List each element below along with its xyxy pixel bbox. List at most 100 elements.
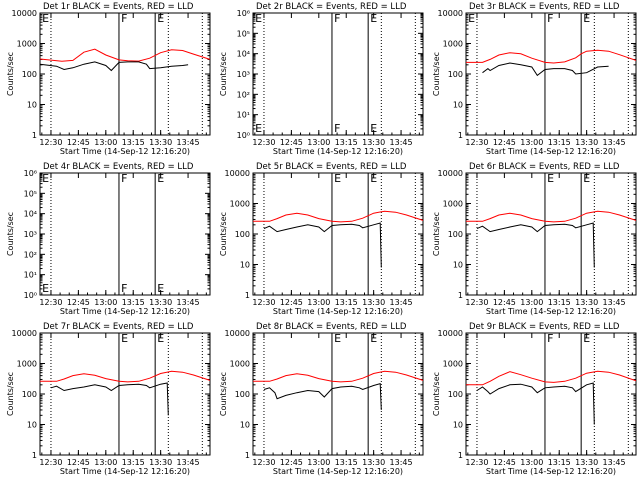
y-tick-label: 10000 — [438, 329, 463, 338]
y-tick-label: 10 — [27, 101, 37, 110]
y-tick-label: 10⁰ — [24, 291, 37, 300]
y-tick-label: 1 — [458, 291, 463, 300]
y-tick-label: 10⁴ — [237, 50, 250, 59]
x-tick-label: 13:45 — [177, 138, 200, 147]
y-tick-label: 10¹ — [24, 271, 37, 280]
y-tick-label: 10⁰ — [237, 131, 250, 140]
x-tick-label: 12:30 — [465, 138, 488, 147]
y-tick-label: 1 — [458, 451, 463, 460]
x-tick-label: 12:45 — [493, 298, 516, 307]
y-tick-label: 100 — [235, 230, 250, 239]
x-tick-label: 13:45 — [603, 138, 626, 147]
chart-title: Det 7r BLACK = Events, RED = LLD — [43, 322, 194, 332]
x-tick-label: 12:30 — [39, 458, 62, 467]
x-tick-label: 13:15 — [335, 458, 358, 467]
x-tick-label: 13:45 — [603, 458, 626, 467]
x-tick-label: 13:30 — [362, 298, 385, 307]
flag-label: F — [334, 12, 340, 25]
flag-label: F — [121, 172, 127, 185]
x-tick-label: 13:45 — [390, 298, 413, 307]
flag-label: F — [547, 12, 553, 25]
y-tick-label: 10000 — [12, 329, 37, 338]
detector-panel-2: Det 2r BLACK = Events, RED = LLD 10⁰ 10¹ 10… — [219, 2, 424, 156]
x-tick-label: 13:15 — [122, 298, 145, 307]
series-line-lld — [466, 370, 637, 386]
y-tick-label: 10 — [27, 421, 37, 430]
plot-frame — [252, 332, 424, 456]
y-tick-label: 1000 — [230, 360, 250, 369]
series-line-lld — [253, 370, 424, 383]
x-tick-label: 12:30 — [252, 458, 275, 467]
y-tick-label: 10⁶ — [24, 169, 37, 178]
y-tick-label: 1000 — [17, 40, 37, 49]
x-axis-label: Start Time (14-Sep-12 12:16:20) — [60, 467, 190, 476]
x-axis-label: Start Time (14-Sep-12 12:16:20) — [486, 147, 616, 156]
x-tick-label: 13:30 — [149, 458, 172, 467]
x-tick-label: 13:00 — [307, 138, 330, 147]
series-line-events — [263, 222, 382, 268]
flag-label: F — [547, 332, 553, 345]
x-axis-label: Start Time (14-Sep-12 12:16:20) — [273, 307, 403, 316]
flag-label: E — [255, 12, 262, 25]
x-tick-label: 13:45 — [603, 298, 626, 307]
flag-label: E — [370, 332, 377, 345]
x-tick-label: 13:00 — [307, 298, 330, 307]
detector-panel-4: Det 4r BLACK = Events, RED = LLD 10⁰ 10¹ 10… — [6, 162, 211, 316]
chart-title: Det 6r BLACK = Events, RED = LLD — [469, 162, 620, 172]
series-line-lld — [253, 210, 424, 223]
y-tick-label: 10 — [240, 261, 250, 270]
y-axis-label: Counts/sec — [219, 212, 228, 256]
y-tick-label: 100 — [235, 390, 250, 399]
detector-panel-9: Det 9r BLACK = Events, RED = LLD 1 10 100 10… — [432, 322, 637, 476]
flag-label: E — [583, 332, 590, 345]
x-tick-label: 12:30 — [39, 138, 62, 147]
x-tick-label: 13:30 — [575, 138, 598, 147]
x-tick-label: 12:30 — [465, 298, 488, 307]
series-line-lld — [466, 49, 637, 64]
detector-panel-7: Det 7r BLACK = Events, RED = LLD 1 10 100 10… — [6, 322, 211, 476]
x-axis-label: Start Time (14-Sep-12 12:16:20) — [60, 147, 190, 156]
flag-label: E — [157, 12, 164, 25]
series-line-events — [476, 382, 595, 425]
y-tick-label: 10000 — [225, 169, 250, 178]
flag-label: E — [42, 12, 49, 25]
x-axis-label: Start Time (14-Sep-12 12:16:20) — [486, 467, 616, 476]
y-axis-label: Counts/sec — [6, 212, 15, 256]
flag-label-bottom: E — [42, 282, 49, 295]
flag-label-bottom: F — [334, 122, 340, 135]
y-tick-label: 1 — [245, 291, 250, 300]
chart-title: Det 3r BLACK = Events, RED = LLD — [469, 2, 620, 12]
x-tick-label: 13:45 — [177, 298, 200, 307]
y-tick-label: 10 — [240, 421, 250, 430]
x-tick-label: 12:45 — [280, 458, 303, 467]
chart-title: Det 2r BLACK = Events, RED = LLD — [256, 2, 407, 12]
chart-title: Det 8r BLACK = Events, RED = LLD — [256, 322, 407, 332]
x-tick-label: 12:45 — [280, 298, 303, 307]
x-tick-label: 13:00 — [94, 458, 117, 467]
y-tick-label: 10000 — [438, 9, 463, 18]
y-axis-label: Counts/sec — [432, 372, 441, 416]
flag-label-bottom: E — [370, 122, 377, 135]
x-tick-label: 12:45 — [67, 138, 90, 147]
y-tick-label: 10 — [453, 261, 463, 270]
x-tick-label: 12:45 — [280, 138, 303, 147]
y-axis-label: Counts/sec — [219, 372, 228, 416]
x-tick-label: 12:45 — [67, 458, 90, 467]
x-axis-label: Start Time (14-Sep-12 12:16:20) — [273, 147, 403, 156]
y-tick-label: 10³ — [237, 70, 250, 79]
y-tick-label: 10000 — [12, 9, 37, 18]
x-tick-label: 13:00 — [520, 298, 543, 307]
x-tick-label: 13:30 — [575, 298, 598, 307]
y-tick-label: 1000 — [230, 200, 250, 209]
x-tick-label: 13:30 — [149, 298, 172, 307]
y-tick-label: 10² — [237, 90, 250, 99]
y-tick-label: 10000 — [225, 329, 250, 338]
y-tick-label: 100 — [22, 390, 37, 399]
flag-label: E — [370, 172, 377, 185]
flag-label: E — [42, 172, 49, 185]
chart-title: Det 4r BLACK = Events, RED = LLD — [43, 162, 194, 172]
y-tick-label: 10⁶ — [237, 9, 250, 18]
detector-panel-8: Det 8r BLACK = Events, RED = LLD 1 10 100 10… — [219, 322, 424, 476]
y-axis-label: Counts/sec — [432, 212, 441, 256]
y-tick-label: 100 — [22, 70, 37, 79]
